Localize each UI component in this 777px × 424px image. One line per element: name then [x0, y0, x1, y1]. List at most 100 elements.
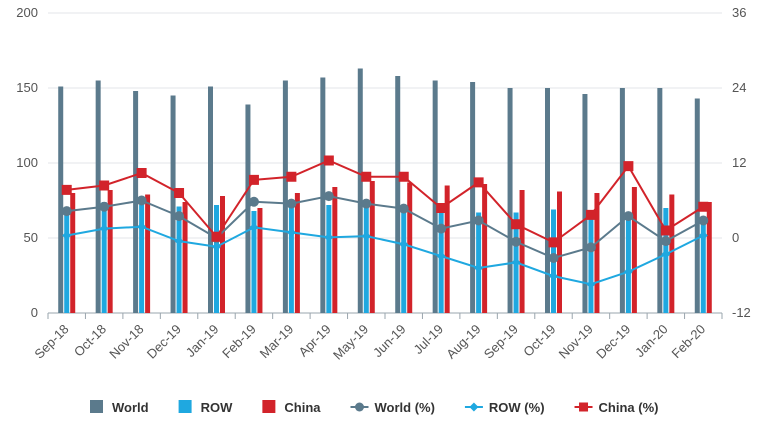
bar-china — [482, 184, 488, 313]
bar-china — [182, 202, 188, 313]
x-tick-label: Oct-18 — [71, 321, 109, 359]
marker-world — [286, 198, 297, 209]
bar-world — [619, 88, 625, 313]
legend: World ROW China World (%) ROW (%) China (%) — [90, 400, 658, 415]
marker-china — [548, 237, 559, 248]
bar-row — [326, 205, 332, 313]
marker-row — [698, 231, 708, 240]
x-tick-label: Dec-19 — [144, 321, 184, 361]
bar-row — [363, 202, 369, 313]
bar-china — [444, 185, 450, 313]
bar-world — [282, 80, 288, 313]
bar-row — [139, 205, 145, 313]
bar-china — [407, 182, 413, 313]
bar-world — [395, 76, 401, 313]
line-world — [66, 195, 704, 260]
bar-china — [107, 190, 113, 313]
bar-china — [220, 196, 225, 313]
x-tick-label: May-19 — [330, 321, 371, 362]
marker-row — [549, 271, 558, 281]
marker-world — [61, 206, 72, 217]
bar-world — [657, 88, 663, 313]
x-tick-label: Dec-19 — [593, 321, 633, 361]
bar-row — [251, 211, 257, 313]
bar-china — [70, 193, 76, 313]
bar-world — [470, 82, 476, 313]
y-right-tick-label: 24 — [732, 80, 746, 95]
legend-label: World — [112, 400, 149, 415]
marker-row — [661, 249, 671, 259]
legend-label: World (%) — [375, 400, 435, 415]
marker-world — [355, 402, 364, 412]
x-tick-label: Apr-19 — [296, 321, 334, 359]
x-tick-label: Sep-19 — [481, 321, 521, 361]
marker-china — [698, 201, 709, 212]
x-tick-label: Feb-20 — [668, 321, 708, 361]
legend-label: China (%) — [599, 400, 659, 415]
legend-item-row: ROW (%) — [464, 400, 545, 415]
marker-row — [62, 231, 72, 240]
bar-row — [476, 212, 482, 313]
bar-world — [582, 94, 588, 313]
marker-china — [99, 180, 110, 191]
marker-row — [511, 257, 521, 267]
marker-row — [99, 224, 109, 234]
bar-world — [320, 77, 326, 313]
marker-world — [548, 253, 559, 263]
bar-row — [663, 208, 669, 313]
bar-china — [669, 194, 675, 313]
marker-row — [469, 402, 479, 412]
marker-world — [361, 198, 372, 209]
marker-world — [660, 236, 671, 247]
bar-china — [332, 187, 338, 313]
line-series — [61, 155, 709, 289]
marker-world — [511, 236, 522, 247]
marker-china — [660, 225, 671, 236]
marker-china — [211, 231, 222, 242]
y-right-tick-label: 0 — [732, 230, 739, 245]
bar-row — [288, 205, 294, 313]
x-tick-label: Nov-19 — [556, 321, 596, 361]
x-tick-label: Feb-19 — [219, 321, 259, 361]
marker-china — [585, 209, 596, 220]
legend-label: ROW (%) — [489, 400, 545, 415]
marker-row — [137, 222, 147, 232]
marker-china — [623, 161, 634, 172]
x-tick-label: Nov-18 — [106, 321, 146, 361]
legend-label: ROW — [201, 400, 234, 415]
marker-row — [324, 232, 334, 242]
marker-china — [473, 177, 484, 188]
y-right-tick-label: 12 — [732, 155, 746, 170]
marker-china — [286, 171, 297, 182]
marker-world — [248, 196, 259, 207]
legend-swatch — [90, 400, 103, 413]
marker-world — [623, 211, 634, 222]
legend-item-china: China — [262, 400, 321, 415]
bar-china — [594, 193, 600, 313]
bar-row — [438, 209, 444, 313]
marker-row — [623, 267, 633, 277]
marker-world — [174, 211, 185, 222]
marker-china — [323, 155, 334, 166]
marker-row — [286, 227, 296, 237]
bar-row — [64, 208, 70, 313]
marker-china — [174, 188, 185, 198]
bar-world — [432, 80, 438, 313]
legend-item-world: World — [90, 400, 149, 415]
marker-china — [398, 171, 409, 182]
y-right-tick-label: 36 — [732, 5, 746, 20]
bar-world — [170, 95, 176, 313]
y-left-tick-label: 150 — [16, 80, 38, 95]
y-right-tick-label: -12 — [732, 305, 751, 320]
bar-china — [557, 191, 562, 313]
marker-row — [586, 279, 596, 289]
bar-china — [706, 202, 712, 313]
bar-china — [631, 187, 637, 313]
bar-china — [369, 181, 375, 313]
line-china — [66, 159, 704, 244]
bar-row — [176, 206, 182, 313]
bar-world — [357, 68, 363, 313]
legend-item-china: China (%) — [574, 400, 659, 415]
bar-china — [294, 193, 300, 313]
